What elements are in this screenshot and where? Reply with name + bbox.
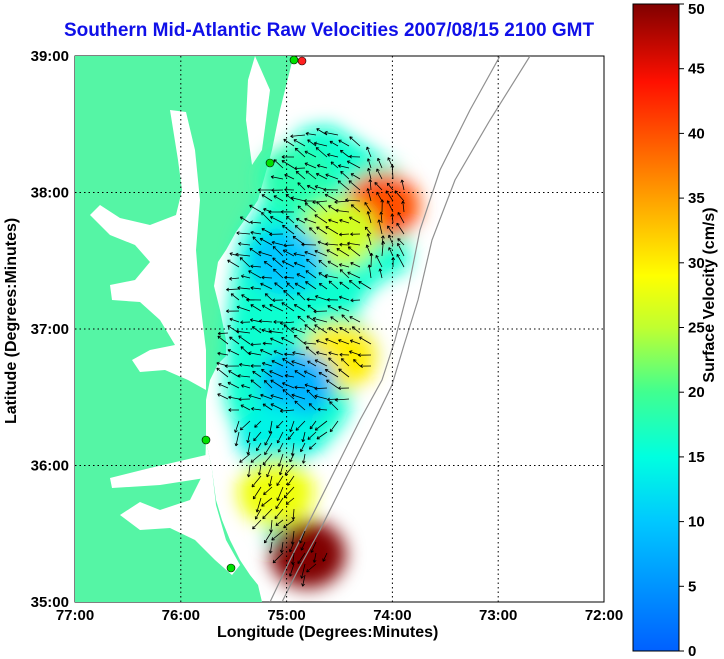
colorbar-tick-label: 15	[688, 449, 705, 466]
colorbar-tick-label: 20	[688, 384, 705, 401]
colorbar-tick-label: 25	[688, 320, 705, 337]
velocity-arrows	[216, 128, 405, 587]
hf-radar-station	[265, 158, 275, 168]
x-axis-label: Longitude (Degrees:Minutes)	[217, 624, 439, 641]
velocity-region	[238, 458, 315, 527]
y-tick-label: 39:00	[31, 48, 69, 65]
colorbar	[632, 3, 680, 652]
x-tick-label: 73:00	[479, 607, 517, 624]
hf-radar-station	[201, 435, 211, 445]
hf-radar-station	[226, 563, 236, 573]
albemarle-sound	[110, 455, 206, 488]
grid-lines	[75, 56, 604, 602]
bathymetry-contour	[269, 56, 501, 602]
pamlico-sound	[120, 440, 240, 575]
y-tick-label: 37:00	[31, 321, 69, 338]
velocity-region	[269, 520, 346, 589]
x-axis-ticks: 77:00 76:00 75:00 74:00 73:00 72:00	[56, 607, 623, 624]
x-tick-label: 74:00	[373, 607, 411, 624]
y-axis-label: Latitude (Degrees:Minutes)	[3, 217, 20, 424]
x-tick-label: 75:00	[267, 607, 305, 624]
y-tick-label: 36:00	[31, 458, 69, 475]
colorbar-tick-label: 35	[688, 190, 705, 207]
colorbar-tick-label: 50	[688, 1, 705, 18]
velocity-region	[238, 404, 315, 473]
colorbar-tick-label: 0	[688, 643, 696, 659]
colorbar-label: Surface Velocity (cm/s)	[701, 207, 718, 383]
colorbar-tick-label: 45	[688, 61, 705, 78]
x-tick-label: 77:00	[56, 607, 94, 624]
y-axis-ticks: 39:00 38:00 37:00 36:00 35:00	[31, 48, 69, 611]
x-tick-label: 76:00	[162, 607, 200, 624]
velocity-arrow-set	[216, 128, 405, 587]
bathymetry-contour-2	[281, 56, 531, 602]
colorbar-tick-label: 40	[688, 125, 705, 142]
velocity-region	[259, 349, 336, 418]
colorbar-tick-label: 30	[688, 255, 705, 272]
hf-radar-station-alt	[297, 56, 307, 66]
velocity-region	[259, 144, 336, 213]
colorbar-tick-label: 10	[688, 514, 705, 531]
delaware-bay	[246, 56, 270, 165]
chesapeake-bay	[90, 110, 206, 390]
y-tick-label: 35:00	[31, 594, 69, 611]
y-tick-label: 38:00	[31, 185, 69, 202]
x-tick-label: 72:00	[585, 607, 623, 624]
hf-radar-station	[289, 56, 299, 65]
colorbar-tick-label: 5	[688, 578, 696, 595]
map-title: Southern Mid-Atlantic Raw Velocities 200…	[64, 20, 595, 41]
